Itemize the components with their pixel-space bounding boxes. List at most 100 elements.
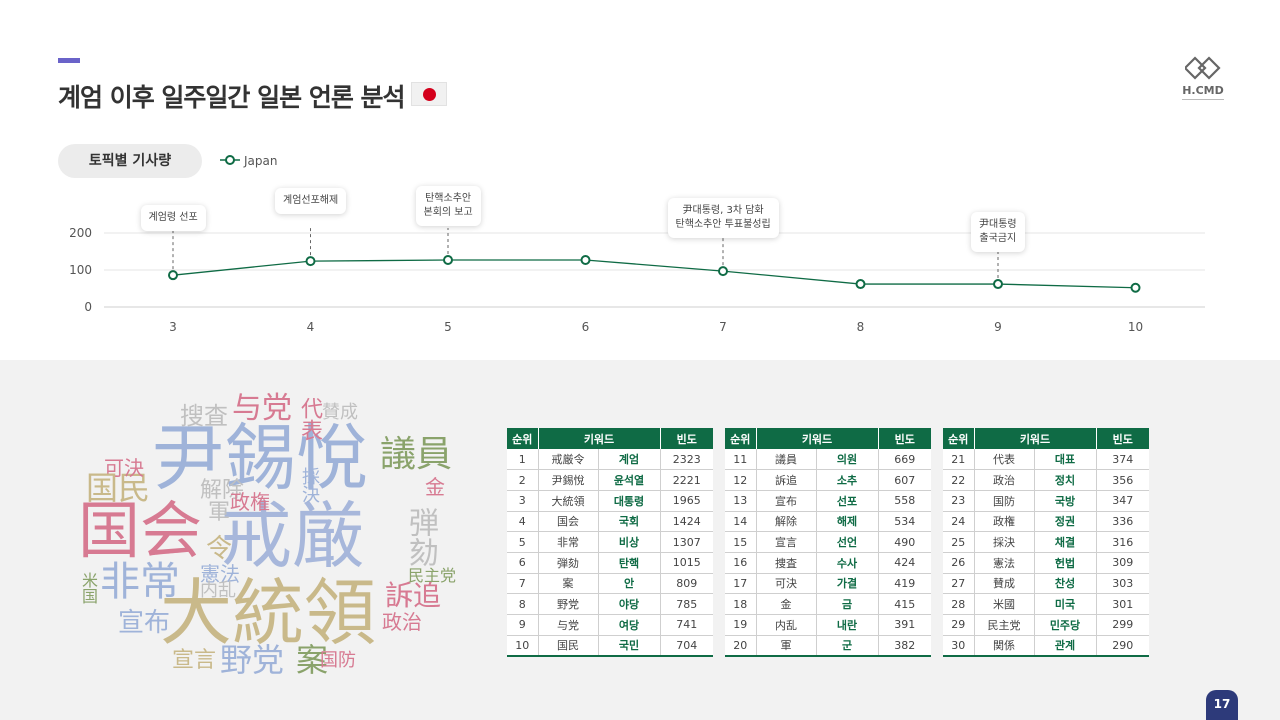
- topic-volume-label: 토픽별 기사량: [58, 144, 202, 178]
- word-cloud-term: 議員: [380, 434, 453, 475]
- japanese-keyword-cell: 採決: [974, 531, 1035, 553]
- frequency-cell: 419: [878, 573, 931, 595]
- x-tick-label: 3: [169, 320, 177, 334]
- rank-cell: 27: [943, 573, 975, 595]
- rank-cell: 4: [507, 511, 539, 533]
- frequency-cell: 290: [1096, 635, 1149, 657]
- japanese-keyword-cell: 民主党: [974, 614, 1035, 636]
- word-cloud-term: 金: [425, 475, 445, 499]
- table-row: 25 採決 채결 316: [943, 531, 1149, 553]
- table-row: 10 国民 국민 704: [507, 635, 713, 657]
- rank-header: 순위: [725, 428, 757, 449]
- table-row: 20 軍 군 382: [725, 635, 931, 657]
- rank-cell: 7: [507, 573, 539, 595]
- logo-underline: [1182, 99, 1224, 100]
- keyword-header: 키워드: [974, 428, 1097, 449]
- word-cloud-term: 民主党: [408, 566, 457, 585]
- word-cloud-term: 案: [296, 641, 329, 679]
- rank-cell: 14: [725, 511, 757, 533]
- frequency-cell: 607: [878, 469, 931, 491]
- korean-keyword-cell: 대통령: [598, 490, 661, 512]
- japanese-keyword-cell: 憲法: [974, 552, 1035, 574]
- word-cloud-term: 宣布: [118, 608, 171, 638]
- table-row: 18 金 금 415: [725, 593, 931, 615]
- table-row: 13 宣布 선포 558: [725, 490, 931, 512]
- frequency-cell: 1307: [660, 531, 713, 553]
- japanese-keyword-cell: 捜査: [756, 552, 817, 574]
- frequency-cell: 490: [878, 531, 931, 553]
- frequency-cell: 741: [660, 614, 713, 636]
- chart-annotation-callout: 계엄령 선포: [140, 205, 206, 231]
- word-cloud-term: 令: [206, 534, 233, 564]
- table-row: 21 代表 대표 374: [943, 449, 1149, 471]
- korean-keyword-cell: 여당: [598, 614, 661, 636]
- x-tick-label: 9: [994, 320, 1002, 334]
- japanese-keyword-cell: 与党: [538, 614, 599, 636]
- data-point: [855, 279, 866, 290]
- legend-line-marker-icon: [220, 155, 240, 165]
- page-number-badge: 17: [1206, 690, 1238, 720]
- frequency-cell: 347: [1096, 490, 1149, 512]
- korean-keyword-cell: 헌법: [1034, 552, 1097, 574]
- korean-keyword-cell: 내란: [816, 614, 879, 636]
- japanese-keyword-cell: 国民: [538, 635, 599, 657]
- word-cloud-term: 尹錫悅: [152, 416, 369, 500]
- japanese-keyword-cell: 賛成: [974, 573, 1035, 595]
- table-row: 3 大統領 대통령 1965: [507, 490, 713, 512]
- rank-cell: 11: [725, 449, 757, 471]
- japanese-keyword-cell: 可決: [756, 573, 817, 595]
- japanese-keyword-cell: 国防: [974, 490, 1035, 512]
- frequency-cell: 558: [878, 490, 931, 512]
- korean-keyword-cell: 국방: [1034, 490, 1097, 512]
- frequency-header: 빈도: [1096, 428, 1149, 449]
- japanese-keyword-cell: 非常: [538, 531, 599, 553]
- korean-keyword-cell: 대표: [1034, 449, 1097, 471]
- table-row: 17 可決 가결 419: [725, 573, 931, 595]
- rank-cell: 17: [725, 573, 757, 595]
- table-row: 15 宣言 선언 490: [725, 531, 931, 553]
- korean-keyword-cell: 선포: [816, 490, 879, 512]
- keyword-header: 키워드: [538, 428, 661, 449]
- japanese-keyword-cell: 野党: [538, 593, 599, 615]
- word-cloud-term: 宣言: [172, 648, 217, 673]
- table-row: 5 非常 비상 1307: [507, 531, 713, 553]
- japanese-keyword-cell: 弾劾: [538, 552, 599, 574]
- frequency-cell: 301: [1096, 593, 1149, 615]
- page-title: 계엄 이후 일주일간 일본 언론 분석: [58, 83, 406, 112]
- word-cloud-term: 搜査: [180, 402, 228, 430]
- frequency-header: 빈도: [878, 428, 931, 449]
- data-point: [305, 256, 316, 267]
- frequency-cell: 669: [878, 449, 931, 471]
- rank-cell: 9: [507, 614, 539, 636]
- rank-header: 순위: [943, 428, 975, 449]
- frequency-cell: 382: [878, 635, 931, 657]
- table-row: 12 訴追 소추 607: [725, 469, 931, 491]
- japanese-keyword-cell: 内乱: [756, 614, 817, 636]
- frequency-cell: 356: [1096, 469, 1149, 491]
- table-row: 27 賛成 찬성 303: [943, 573, 1149, 595]
- frequency-cell: 809: [660, 573, 713, 595]
- japanese-keyword-cell: 代表: [974, 449, 1035, 471]
- japanese-keyword-cell: 解除: [756, 511, 817, 533]
- x-tick-label: 6: [582, 320, 590, 334]
- japanese-keyword-cell: 政権: [974, 511, 1035, 533]
- rank-cell: 26: [943, 552, 975, 574]
- table-row: 11 議員 의원 669: [725, 449, 931, 471]
- table-row: 4 国会 국회 1424: [507, 511, 713, 533]
- japanese-keyword-cell: 尹錫悅: [538, 469, 599, 491]
- korean-keyword-cell: 군: [816, 635, 879, 657]
- x-tick-label: 5: [444, 320, 452, 334]
- rank-cell: 5: [507, 531, 539, 553]
- rank-cell: 18: [725, 593, 757, 615]
- word-cloud-term: 米国: [79, 572, 98, 604]
- table-row: 1 戒厳令 계엄 2323: [507, 449, 713, 471]
- rank-cell: 12: [725, 469, 757, 491]
- rank-cell: 30: [943, 635, 975, 657]
- rank-cell: 28: [943, 593, 975, 615]
- rank-cell: 29: [943, 614, 975, 636]
- logo-text: H.CMD: [1182, 84, 1224, 97]
- rank-cell: 2: [507, 469, 539, 491]
- logo-icon: [1185, 56, 1221, 80]
- word-cloud-term: 野党: [220, 641, 285, 679]
- data-point: [1130, 282, 1141, 293]
